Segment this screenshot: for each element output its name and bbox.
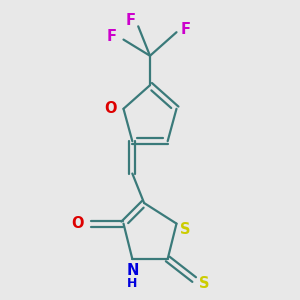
Text: F: F — [107, 29, 117, 44]
Text: F: F — [126, 13, 136, 28]
Text: S: S — [180, 222, 190, 237]
Text: O: O — [72, 216, 84, 231]
Text: H: H — [127, 277, 137, 290]
Text: N: N — [126, 263, 139, 278]
Text: S: S — [199, 277, 210, 292]
Text: F: F — [180, 22, 190, 37]
Text: O: O — [104, 101, 116, 116]
